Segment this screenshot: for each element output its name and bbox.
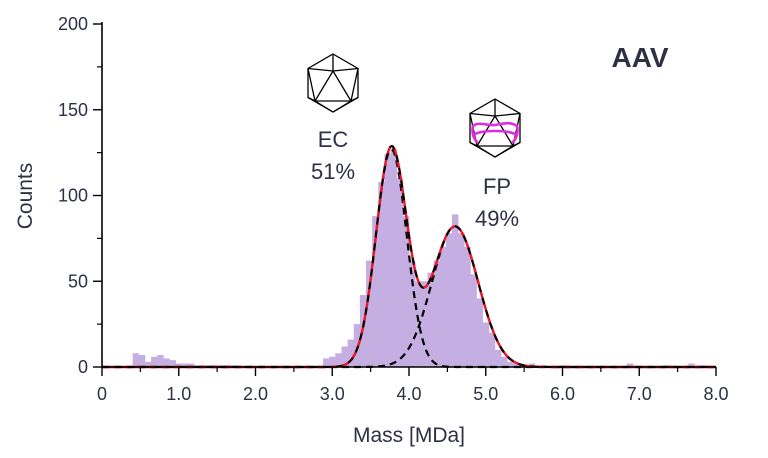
full-capsid-icon bbox=[469, 98, 521, 158]
histogram-bar bbox=[445, 233, 453, 367]
histogram-bar bbox=[507, 361, 514, 367]
histogram-bar bbox=[470, 274, 477, 367]
histogram-bar bbox=[626, 363, 634, 367]
histogram-bar bbox=[144, 361, 152, 367]
histogram-bar bbox=[439, 246, 447, 367]
y-tick-label: 100 bbox=[58, 186, 88, 206]
x-tick-label: 2.0 bbox=[243, 384, 268, 404]
histogram-bar bbox=[433, 260, 440, 367]
histogram-bar bbox=[513, 363, 520, 367]
histogram-bar bbox=[347, 339, 355, 367]
fp-label: FP bbox=[483, 174, 511, 199]
y-tick-label: 150 bbox=[58, 100, 88, 120]
histogram-bar bbox=[501, 356, 508, 367]
x-ticks: 0 1.0 2.0 3.0 4.0 5.0 6.0 7.0 8.0 bbox=[97, 367, 729, 404]
histogram-bar bbox=[409, 260, 416, 367]
histogram-bar bbox=[378, 181, 385, 367]
histogram-bar bbox=[163, 358, 170, 367]
y-tick-label: 50 bbox=[68, 271, 88, 291]
x-tick-label: 6.0 bbox=[550, 384, 575, 404]
histogram-bar bbox=[458, 233, 465, 367]
x-axis-label: Mass [MDa] bbox=[353, 424, 465, 447]
histogram-bar bbox=[335, 353, 342, 367]
histogram-bar bbox=[464, 246, 471, 367]
x-tick-label: 7.0 bbox=[627, 384, 652, 404]
corner-label-aav: AAV bbox=[611, 42, 668, 73]
y-tick-label: 0 bbox=[78, 357, 88, 377]
histogram-bar bbox=[427, 272, 434, 367]
histogram-bar bbox=[402, 216, 410, 367]
histogram-bar bbox=[353, 324, 361, 367]
ec-percent: 51% bbox=[311, 159, 355, 184]
axes: 0 1.0 2.0 3.0 4.0 5.0 6.0 7.0 8.0 0 50 100 150 200 bbox=[58, 14, 729, 404]
histogram-bar bbox=[329, 356, 336, 367]
histogram-bar bbox=[157, 354, 164, 367]
x-tick-label: 0 bbox=[97, 384, 107, 404]
empty-capsid-icon bbox=[307, 53, 359, 113]
histogram-bar bbox=[421, 281, 428, 367]
histogram-bar bbox=[132, 353, 140, 367]
histogram-bar bbox=[175, 363, 183, 367]
x-tick-label: 3.0 bbox=[320, 384, 345, 404]
fp-percent: 49% bbox=[475, 206, 519, 231]
y-tick-label: 200 bbox=[58, 14, 88, 34]
histogram-bar bbox=[396, 178, 404, 367]
histogram-bar bbox=[482, 322, 490, 367]
histogram-bar bbox=[138, 354, 146, 367]
histogram-bar bbox=[372, 216, 379, 367]
histogram-bars bbox=[132, 149, 708, 367]
histogram-bar bbox=[494, 349, 502, 367]
histogram-bar bbox=[169, 360, 176, 367]
histogram-bar bbox=[488, 332, 496, 367]
genome-squiggle bbox=[471, 121, 519, 144]
histogram-bar bbox=[366, 260, 373, 367]
y-ticks: 0 50 100 150 200 bbox=[58, 14, 102, 377]
x-tick-label: 8.0 bbox=[703, 384, 728, 404]
x-tick-label: 4.0 bbox=[396, 384, 421, 404]
histogram-bar bbox=[451, 214, 459, 367]
histogram-bar bbox=[688, 363, 695, 367]
histogram-bar bbox=[181, 363, 189, 367]
histogram-bar bbox=[187, 363, 195, 367]
y-axis-label: Counts bbox=[14, 163, 37, 230]
x-tick-label: 5.0 bbox=[473, 384, 498, 404]
histogram-bar bbox=[390, 149, 398, 367]
x-tick-label: 1.0 bbox=[166, 384, 191, 404]
histogram-bar bbox=[323, 358, 330, 367]
histogram-bar bbox=[341, 346, 348, 367]
histogram-bar bbox=[476, 298, 483, 367]
histogram-bar bbox=[151, 356, 158, 367]
histogram-bar bbox=[415, 281, 422, 367]
ec-label: EC bbox=[318, 127, 349, 152]
histogram-bar bbox=[384, 154, 391, 367]
